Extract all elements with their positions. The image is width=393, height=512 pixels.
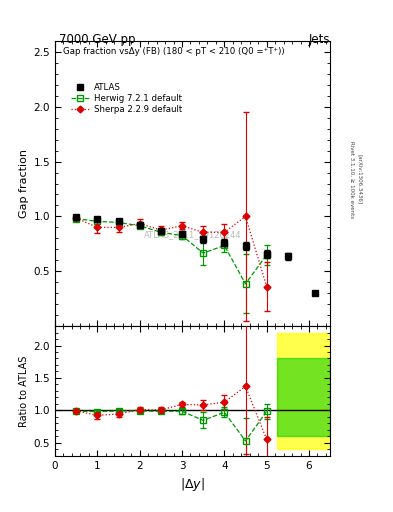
Text: ATLAS_2011_S9126244: ATLAS_2011_S9126244 [144,230,241,239]
Legend: ATLAS, Herwig 7.2.1 default, Sherpa 2.2.9 default: ATLAS, Herwig 7.2.1 default, Sherpa 2.2.… [68,79,186,118]
Text: Gap fraction vsΔy (FB) (180 < pT < 210 (Q0 =⁺T⁺)): Gap fraction vsΔy (FB) (180 < pT < 210 (… [63,47,285,56]
Text: Jets: Jets [309,33,330,46]
Y-axis label: Ratio to ATLAS: Ratio to ATLAS [19,355,29,426]
Text: [arXiv:1306.3436]: [arXiv:1306.3436] [357,154,362,204]
Text: 7000 GeV pp: 7000 GeV pp [59,33,136,46]
Text: Rivet 3.1.10, ≥ 100k events: Rivet 3.1.10, ≥ 100k events [349,141,354,218]
X-axis label: $|\Delta y|$: $|\Delta y|$ [180,476,205,493]
Y-axis label: Gap fraction: Gap fraction [19,149,29,218]
